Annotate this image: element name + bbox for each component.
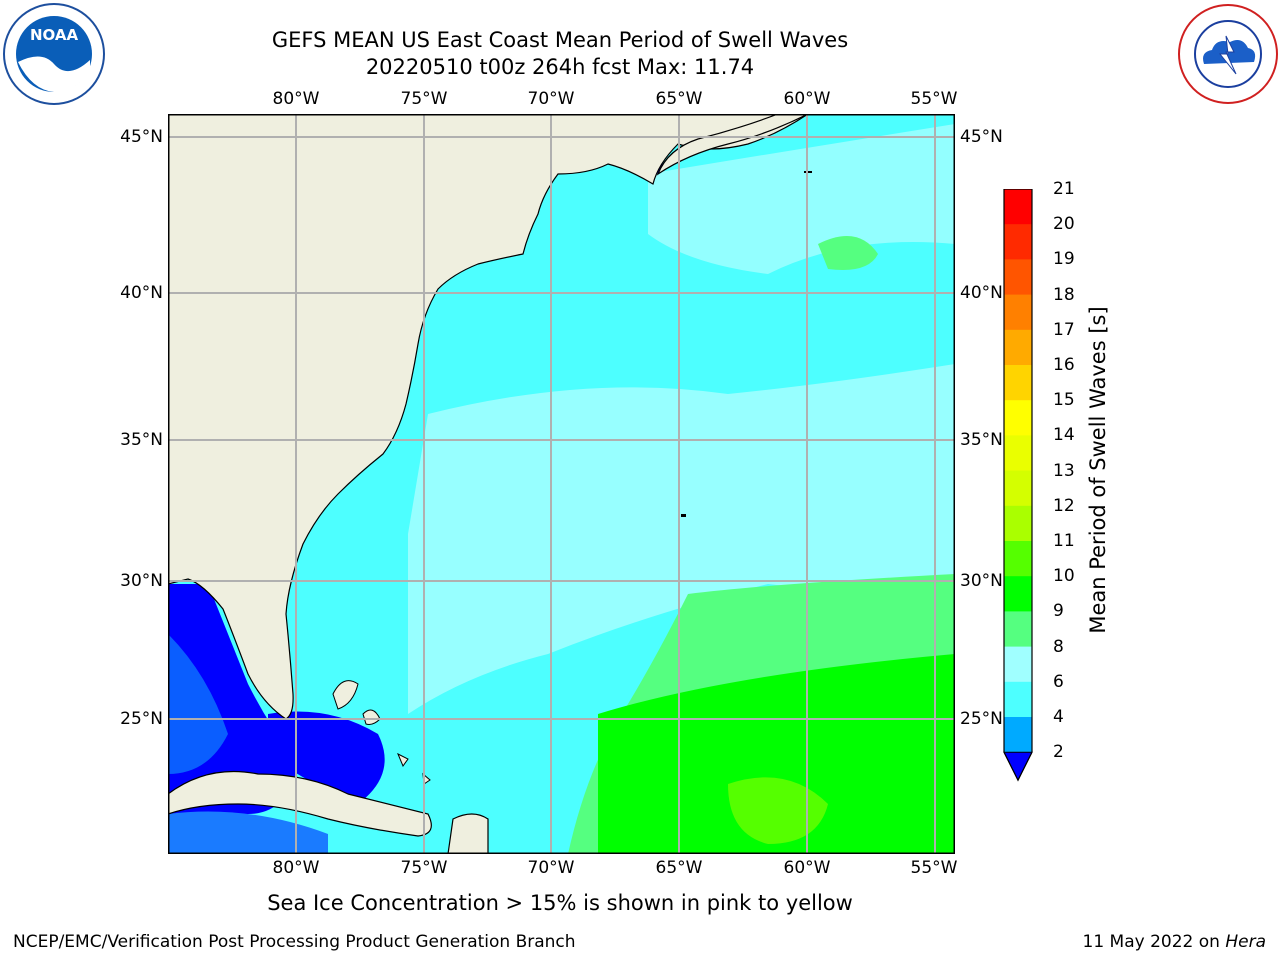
swell-patch-green-north <box>818 236 878 270</box>
lat-label-right: 40°N <box>960 283 1003 303</box>
colorbar-segment <box>1004 400 1032 436</box>
colorbar-segment <box>1004 541 1032 577</box>
footer-credit: NCEP/EMC/Verification Post Processing Pr… <box>13 932 576 952</box>
noaa-logo: NOAA <box>2 2 106 106</box>
colorbar-segment <box>1004 505 1032 542</box>
colorbar-segment <box>1004 646 1032 683</box>
colorbar-outline <box>1003 188 1033 782</box>
lon-label-top: 65°W <box>655 89 703 109</box>
lat-label-left: 25°N <box>120 709 163 729</box>
colorbar-tick-label: 21 <box>1053 179 1075 199</box>
colorbar-tick-label: 6 <box>1053 671 1064 692</box>
swell-band-2to4-florida-straits <box>268 711 385 804</box>
lat-label-right: 30°N <box>960 571 1003 591</box>
colorbar-segment <box>1004 294 1032 331</box>
colorbar-segment <box>1004 576 1032 612</box>
colorbar-segment <box>1004 470 1032 507</box>
forecast-subtitle: 20220510 t00z 264h fcst Max: 11.74 <box>365 55 755 79</box>
colorbar-under-triangle <box>1003 751 1033 782</box>
colorbar-tick-label: 9 <box>1053 601 1064 622</box>
lon-label-top: 55°W <box>910 89 958 109</box>
lon-label-bottom: 70°W <box>527 858 575 878</box>
lon-label-bottom: 55°W <box>910 858 958 878</box>
lat-label-left: 35°N <box>120 430 163 450</box>
lat-label-left: 40°N <box>120 283 163 303</box>
lat-label-right: 45°N <box>960 127 1003 147</box>
colorbar-segment <box>1004 717 1032 753</box>
colorbar-tick-label: 11 <box>1053 531 1075 551</box>
map-title: GEFS MEAN US East Coast Mean Period of S… <box>271 28 849 52</box>
colorbar-tick-label: 20 <box>1053 214 1075 235</box>
lat-label-left: 30°N <box>120 571 163 591</box>
land-hispaniola <box>447 813 489 854</box>
swell-band-4to6-caribbean <box>168 811 328 854</box>
colorbar-tick-label: 10 <box>1053 566 1075 587</box>
swell-band-8to9-north <box>648 124 955 274</box>
land-nova-scotia <box>656 114 809 176</box>
noaa-logo-text: NOAA <box>30 26 79 44</box>
lon-label-top: 60°W <box>783 89 831 109</box>
swell-band-4to6-gulf <box>168 634 228 774</box>
swell-period-map <box>168 114 955 854</box>
colorbar-tick-label: 15 <box>1053 390 1075 411</box>
colorbar-title: Mean Period of Swell Waves [s] <box>1086 306 1110 634</box>
lat-label-left: 45°N <box>120 127 163 147</box>
colorbar-tick-label: 18 <box>1053 284 1075 305</box>
colorbar <box>1003 188 1033 783</box>
colorbar-tick-label: 12 <box>1053 495 1075 516</box>
lat-label-right: 25°N <box>960 709 1003 729</box>
colorbar-segment <box>1004 224 1032 260</box>
colorbar-tick-label: 13 <box>1053 460 1075 481</box>
colorbar-tick-label: 2 <box>1053 742 1064 763</box>
colorbar-segment <box>1004 611 1032 648</box>
map-graticule <box>168 114 955 854</box>
colorbar-segment <box>1004 329 1032 366</box>
footer-date: 11 May 2022 on Hera <box>1083 932 1267 952</box>
colorbar-tick-label: 16 <box>1053 355 1075 375</box>
colorbar-tick-label: 4 <box>1053 707 1064 727</box>
nws-logo <box>1176 2 1280 106</box>
colorbar-tick-label: 19 <box>1053 249 1075 270</box>
colorbar-segment <box>1004 681 1032 718</box>
footer-date-text: 11 May 2022 on <box>1082 932 1226 952</box>
lon-label-bottom: 75°W <box>400 858 448 878</box>
colorbar-tick-label: 14 <box>1053 425 1075 446</box>
swell-band-10to11 <box>598 654 955 854</box>
lat-label-right: 35°N <box>960 430 1003 450</box>
colorbar-segment <box>1004 259 1032 296</box>
lon-label-top: 80°W <box>272 89 320 109</box>
colorbar-segment <box>1004 189 1032 225</box>
colorbar-tick-label: 17 <box>1053 319 1075 340</box>
colorbar-segment <box>1004 435 1032 472</box>
footer-host: Hera <box>1225 932 1266 952</box>
map-frame <box>168 114 955 854</box>
lon-label-bottom: 80°W <box>272 858 320 878</box>
land-cuba <box>168 770 432 837</box>
lon-label-bottom: 60°W <box>783 858 831 878</box>
swell-band-11to12 <box>728 777 828 844</box>
swell-band-8to9 <box>408 364 955 714</box>
sea-ice-note: Sea Ice Concentration > 15% is shown in … <box>267 891 853 915</box>
lon-label-top: 75°W <box>400 89 448 109</box>
colorbar-segment <box>1004 365 1032 401</box>
colorbar-tick-label: 8 <box>1053 636 1064 657</box>
lon-label-top: 70°W <box>527 89 575 109</box>
lon-label-bottom: 65°W <box>655 858 703 878</box>
bermuda-island <box>681 514 686 517</box>
